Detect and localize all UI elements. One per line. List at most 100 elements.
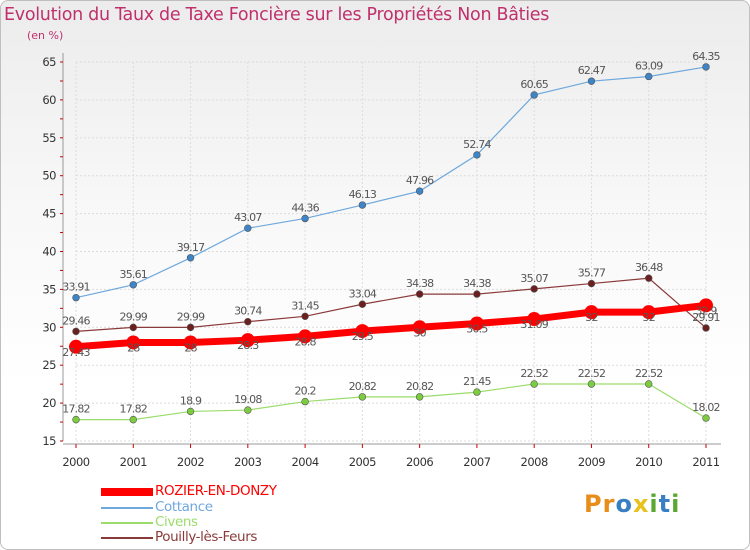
data-point-cottance — [587, 77, 596, 85]
data-label-pouilly-l-s-feurs: 35.07 — [520, 272, 548, 285]
data-point-rozier-en-donzy — [527, 312, 542, 327]
data-point-civens — [645, 380, 653, 388]
data-label-rozier-en-donzy: 27.43 — [62, 346, 90, 359]
data-label-cottance: 62.47 — [578, 64, 606, 77]
data-label-rozier-en-donzy: 28 — [127, 341, 140, 354]
y-tick-label: 25 — [42, 358, 56, 372]
x-tick-label: 2005 — [349, 455, 376, 469]
data-label-cottance: 35.61 — [120, 268, 148, 281]
data-point-cottance — [244, 224, 252, 232]
legend-swatch — [101, 537, 153, 539]
data-label-civens: 17.82 — [62, 403, 90, 416]
data-label-civens: 18.02 — [692, 401, 720, 414]
data-label-rozier-en-donzy: 30.5 — [466, 323, 488, 336]
series-line-pouilly-l-s-feurs — [75, 277, 707, 332]
data-label-rozier-en-donzy: 32.9 — [695, 304, 717, 317]
data-point-pouilly-l-s-feurs — [587, 279, 596, 288]
y-tick-label: 50 — [42, 169, 56, 183]
legend-label: Pouilly-lès-Feurs — [155, 529, 257, 545]
data-label-pouilly-l-s-feurs: 29.91 — [692, 311, 720, 324]
y-tick-label: 45 — [42, 207, 56, 221]
series-line-cottance — [75, 66, 707, 299]
data-label-rozier-en-donzy: 31.09 — [520, 318, 548, 331]
data-label-cottance: 39.17 — [177, 241, 205, 254]
data-label-rozier-en-donzy: 29.5 — [352, 330, 374, 343]
data-label-pouilly-l-s-feurs: 35.77 — [578, 267, 606, 280]
y-tick-label: 15 — [42, 434, 56, 448]
legend-swatch — [101, 507, 153, 509]
logo-letter: i — [649, 490, 659, 518]
legend-label: ROZIER-EN-DONZY — [155, 483, 277, 499]
data-label-rozier-en-donzy: 28.8 — [294, 335, 316, 348]
legend-swatch — [101, 522, 153, 524]
data-label-pouilly-l-s-feurs: 29.46 — [62, 314, 90, 327]
data-label-civens: 22.52 — [520, 367, 548, 380]
data-point-civens — [415, 393, 424, 401]
data-label-rozier-en-donzy: 32 — [643, 311, 655, 324]
data-label-cottance: 60.65 — [520, 78, 548, 91]
data-label-cottance: 63.09 — [635, 59, 663, 72]
data-label-pouilly-l-s-feurs: 31.45 — [291, 299, 319, 312]
data-point-rozier-en-donzy — [355, 324, 370, 339]
data-label-cottance: 64.35 — [692, 50, 720, 63]
data-label-civens: 20.82 — [406, 380, 434, 393]
series-line-civens — [76, 383, 707, 421]
data-point-civens — [129, 415, 137, 424]
y-tick-label: 60 — [42, 93, 56, 107]
data-point-rozier-en-donzy — [183, 335, 198, 350]
data-point-civens — [702, 414, 710, 422]
data-point-civens — [186, 407, 195, 416]
data-label-pouilly-l-s-feurs: 29.99 — [120, 310, 148, 323]
x-tick-label: 2006 — [406, 455, 433, 469]
data-label-pouilly-l-s-feurs: 36.48 — [635, 261, 663, 274]
x-tick-label: 2011 — [692, 455, 719, 469]
data-point-cottance — [530, 91, 538, 99]
data-label-civens: 20.82 — [349, 380, 377, 393]
data-point-rozier-en-donzy — [298, 329, 313, 344]
data-label-rozier-en-donzy: 30 — [413, 326, 426, 339]
data-point-civens — [244, 406, 252, 414]
data-point-rozier-en-donzy — [641, 305, 656, 320]
data-point-rozier-en-donzy — [469, 316, 484, 331]
data-label-civens: 22.52 — [578, 367, 606, 380]
data-point-cottance — [72, 293, 80, 302]
y-tick-label: 55 — [42, 131, 56, 145]
logo-letter: i — [671, 490, 681, 518]
logo-letter: P — [584, 490, 603, 518]
data-point-rozier-en-donzy — [69, 339, 83, 354]
data-point-pouilly-l-s-feurs — [473, 290, 481, 298]
data-point-pouilly-l-s-feurs — [129, 323, 137, 332]
proxiti-logo: Proxiti — [584, 490, 680, 518]
data-point-rozier-en-donzy — [126, 335, 141, 350]
data-point-pouilly-l-s-feurs — [358, 300, 367, 308]
logo-letter: r — [602, 490, 616, 518]
y-tick-label: 40 — [42, 245, 56, 259]
x-tick-label: 2001 — [120, 455, 147, 469]
data-label-civens: 20.2 — [294, 385, 315, 398]
data-point-cottance — [702, 63, 710, 71]
y-tick-label: 65 — [42, 55, 56, 69]
x-tick-label: 2007 — [463, 455, 490, 469]
data-point-cottance — [358, 201, 367, 209]
data-label-rozier-en-donzy: 32 — [585, 311, 597, 324]
x-tick-label: 2003 — [234, 455, 261, 469]
data-point-pouilly-l-s-feurs — [72, 327, 80, 336]
data-label-civens: 22.52 — [635, 367, 663, 380]
data-label-cottance: 46.13 — [349, 188, 377, 201]
data-label-civens: 17.82 — [120, 403, 148, 416]
x-tick-label: 2009 — [578, 455, 605, 469]
data-point-cottance — [473, 151, 481, 159]
y-tick-label: 20 — [42, 396, 56, 410]
y-tick-label: 35 — [42, 282, 56, 296]
y-axis-unit-label: (en %) — [27, 29, 64, 42]
data-label-rozier-en-donzy: 28.3 — [237, 339, 259, 352]
data-label-pouilly-l-s-feurs: 34.38 — [463, 277, 491, 290]
data-point-pouilly-l-s-feurs — [645, 274, 653, 282]
x-tick-label: 2002 — [177, 455, 204, 469]
logo-letter: x — [632, 490, 650, 518]
data-point-rozier-en-donzy — [412, 320, 427, 335]
x-tick-label: 2010 — [635, 455, 662, 469]
data-label-cottance: 43.07 — [234, 211, 262, 224]
